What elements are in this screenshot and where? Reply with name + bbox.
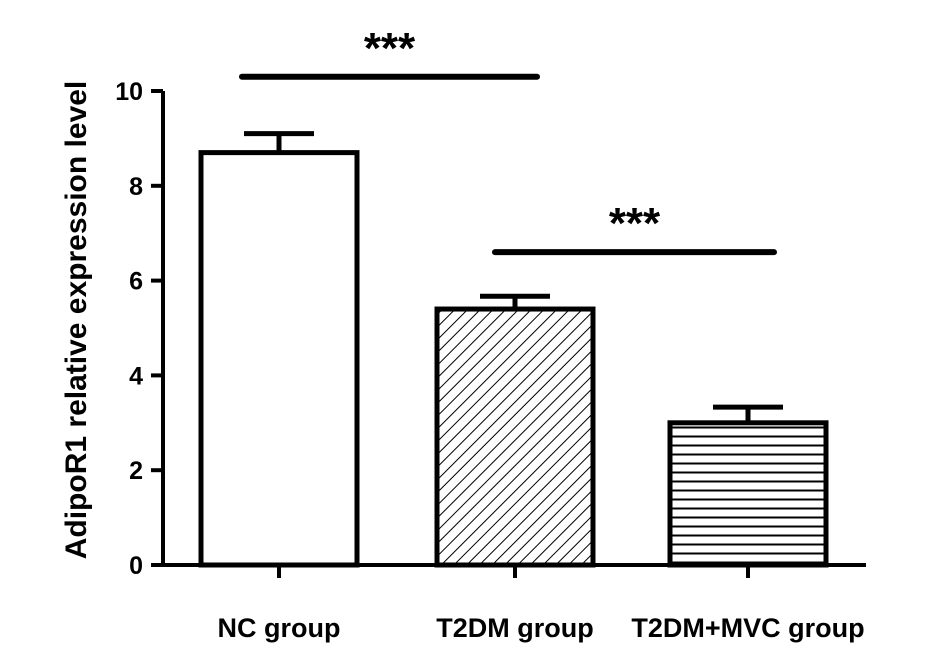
y-ticks: 0 2 4 6 8 10 <box>115 78 163 580</box>
y-tick-label: 2 <box>129 457 143 485</box>
y-tick-label: 8 <box>129 173 143 201</box>
y-axis-title: AdipoR1 relative expression level <box>60 81 93 560</box>
bar <box>667 420 829 568</box>
significance-label: *** <box>609 199 661 248</box>
y-tick-label: 4 <box>129 362 143 390</box>
significance-markers: *** *** <box>239 24 777 256</box>
x-tick-label: T2DM group <box>436 613 593 643</box>
x-tick-label: T2DM+MVC group <box>631 613 864 643</box>
x-ticks: NC group T2DM group T2DM+MVC group <box>218 565 865 643</box>
significance-label: *** <box>364 24 416 73</box>
y-tick-label: 6 <box>129 268 143 296</box>
bar <box>434 306 596 568</box>
error-bars <box>244 131 783 423</box>
bar <box>198 150 360 568</box>
x-axis: NC group T2DM group T2DM+MVC group <box>161 563 866 643</box>
y-tick-label: 0 <box>129 552 143 580</box>
y-axis: 0 2 4 6 8 10 <box>115 78 165 580</box>
y-tick-label: 10 <box>115 78 143 106</box>
x-tick-label: NC group <box>218 613 341 643</box>
bars <box>198 150 829 568</box>
